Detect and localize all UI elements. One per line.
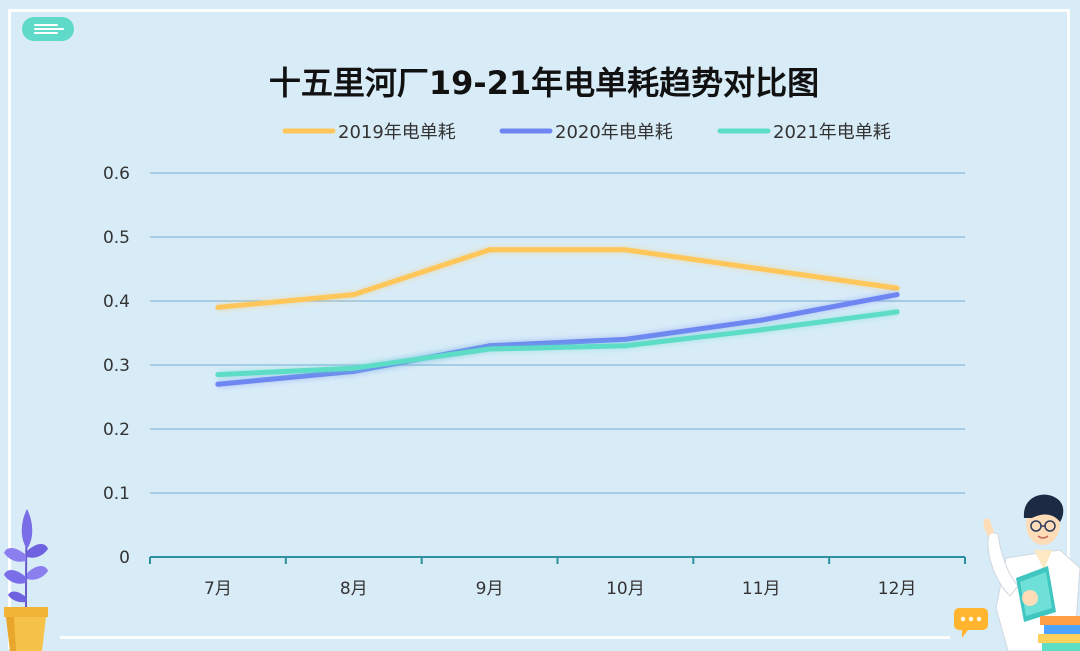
potted-plant-illustration [4, 509, 48, 651]
chart-title: 十五里河厂19-21年电单耗趋势对比图 [268, 64, 820, 102]
data-point [894, 285, 900, 291]
y-tick-label: 0.5 [103, 228, 130, 248]
data-point [351, 365, 357, 371]
y-tick-label: 0 [119, 548, 130, 568]
series-line-1 [215, 247, 900, 310]
data-point [215, 381, 221, 387]
data-point [215, 372, 221, 378]
x-tick-label: 9月 [476, 579, 504, 599]
data-point [351, 292, 357, 298]
data-point [215, 304, 221, 310]
x-tick-label: 12月 [878, 579, 917, 599]
x-tick-label: 8月 [340, 579, 368, 599]
legend-label: 2021年电单耗 [773, 122, 891, 143]
series-line-3 [215, 309, 900, 378]
data-point [622, 336, 628, 342]
data-point [758, 327, 764, 333]
y-tick-label: 0.2 [103, 420, 130, 440]
menu-lines-icon[interactable] [22, 17, 74, 41]
legend-label: 2020年电单耗 [555, 122, 673, 143]
data-point [894, 309, 900, 315]
data-point [487, 346, 493, 352]
data-point [758, 266, 764, 272]
y-tick-label: 0.4 [103, 292, 130, 312]
legend-label: 2019年电单耗 [338, 122, 456, 143]
data-point [487, 247, 493, 253]
data-point [622, 247, 628, 253]
x-tick-label: 11月 [742, 579, 781, 599]
x-tick-label: 10月 [606, 579, 645, 599]
x-tick-label: 7月 [204, 579, 232, 599]
series-line-2 [215, 292, 900, 387]
y-tick-label: 0.3 [103, 356, 130, 376]
y-tick-label: 0.6 [103, 164, 130, 184]
data-point [758, 317, 764, 323]
data-point [894, 292, 900, 298]
bottom-divider [60, 636, 950, 639]
data-point [622, 343, 628, 349]
y-tick-label: 0.1 [103, 484, 130, 504]
chart-frame [8, 9, 1070, 649]
teacher-holding-book-illustration [954, 494, 1080, 651]
